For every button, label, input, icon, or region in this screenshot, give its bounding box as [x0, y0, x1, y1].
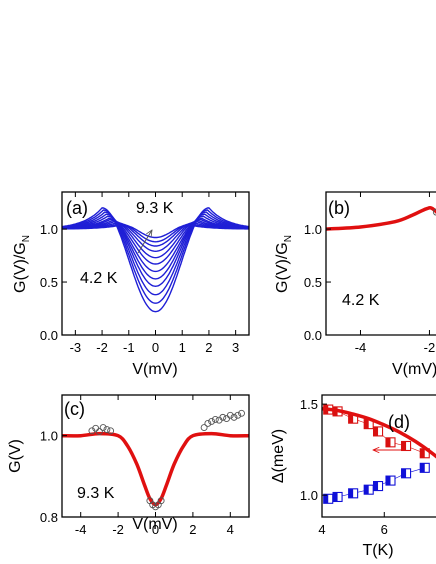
panel-a-arrow: [137, 230, 152, 254]
panel-b-ticks: -4 -2 0.0 0.5 1.0: [304, 192, 435, 355]
panel-b: -4 -2 0.0 0.5 1.0 (b) 4.2 K V(mV) G(V)/GN: [274, 191, 436, 378]
panel-a-curve: [62, 215, 249, 280]
panel-a-ticks: -3 -2 -1 0 1 2 3 0.0 0.5 1.0: [40, 192, 239, 355]
panel-a-xtick-label: -3: [70, 340, 82, 355]
panel-d-ytick-label: 1.0: [300, 488, 318, 503]
panel-b-ytick-label: 0.0: [304, 328, 322, 343]
panel-b-fit-line: [326, 206, 436, 231]
panel-c-data-point: [157, 497, 165, 505]
panel-d-frame: [321, 394, 436, 518]
panel-c-data-point: [238, 409, 245, 417]
panel-b-ytick-label: 0.5: [304, 275, 322, 290]
panel-d-label: (d): [388, 412, 410, 432]
panel-c-data-point: [103, 426, 111, 434]
panel-c-data-point: [234, 411, 242, 419]
panel-c-data-point: [95, 428, 103, 436]
panel-c-data-point: [99, 424, 107, 431]
panel-c-xtick-label: 4: [227, 522, 234, 537]
panel-a-curves: [62, 207, 249, 313]
panel-d-marks: [322, 404, 436, 504]
panel-c-data-point: [211, 415, 219, 423]
panel-c-xtick-label: 2: [189, 522, 196, 537]
panel-c-ytick-label: 0.8: [40, 510, 58, 525]
panel-a-curve: [62, 209, 249, 304]
panel-a-curve: [62, 219, 249, 259]
panel-c-ticks: -4 -2 0 2 4 0.8 1.0: [40, 395, 234, 537]
panel-c-xlabel: V(mV): [132, 516, 177, 533]
panel-c-annotation: 9.3 K: [77, 485, 115, 502]
panel-c-data-point: [230, 413, 238, 421]
panel-a-label: (a): [66, 198, 88, 218]
panel-b-ylabel: G(V)/GN: [274, 235, 294, 293]
panel-d-ylabel: Δ(meV): [270, 429, 287, 483]
panel-b-xtick-label: -2: [424, 340, 436, 355]
panel-a-ylabel: G(V)/GN: [12, 235, 32, 293]
panel-a-curve: [62, 211, 249, 296]
panel-a-xtick-label: 1: [179, 340, 186, 355]
panel-c-ylabel: G(V): [7, 439, 24, 473]
panel-d-square-marker: [385, 437, 396, 448]
panel-c-data-point: [204, 420, 212, 427]
panel-c-data-point: [208, 417, 216, 425]
panel-a-ytick-label: 0.5: [40, 275, 58, 290]
panel-a-xlabel: V(mV): [132, 361, 177, 378]
panel-d-xlabel: T(K): [362, 542, 393, 559]
panel-a-ytick-label: 1.0: [40, 222, 58, 237]
panel-d-square-marker: [363, 484, 374, 495]
panel-b-label: (b): [328, 198, 350, 218]
panel-c-data-point: [200, 424, 208, 431]
panel-c-data-point: [219, 413, 227, 421]
panel-b-xlabel: V(mV): [392, 361, 436, 378]
panel-c-xtick-label: -4: [75, 522, 87, 537]
panel-a-curve: [62, 213, 249, 288]
panel-a-xtick-label: -1: [123, 340, 135, 355]
panel-a-annotation-low: 4.2 K: [80, 270, 118, 287]
panel-b-marks: [326, 206, 436, 231]
panel-a-xtick-label: 3: [232, 340, 239, 355]
panel-c-data-point: [107, 427, 115, 435]
panel-d-square-marker: [372, 480, 384, 492]
panel-a: -3 -2 -1 0 1 2 3 0.0 0.5 1.0 (a) 9.3 K 4.2 K V(mV…: [12, 191, 250, 378]
panel-d-square-marker: [419, 462, 430, 473]
panel-c: -4 -2 0 2 4 0.8 1.0 (c) 9.3 K V(mV) G(V): [7, 394, 250, 537]
panel-d-ytick-label: 1.5: [300, 397, 318, 412]
panel-a-xtick-label: 2: [205, 340, 212, 355]
panel-d-square-marker: [332, 491, 343, 503]
panel-b-data-point: [432, 208, 436, 216]
panel-c-label: (c): [64, 399, 85, 419]
panel-c-data-point: [88, 427, 96, 435]
panel-d-xtick-label: 4: [318, 522, 325, 537]
panel-c-data-point: [226, 411, 234, 419]
panel-d-xtick-label: 6: [381, 522, 388, 537]
panel-a-curve: [62, 218, 249, 265]
panel-b-annotation: 4.2 K: [342, 292, 380, 309]
panel-b-xtick-label: -4: [355, 340, 367, 355]
panel-b-ytick-label: 1.0: [304, 222, 322, 237]
panel-d-square-marker: [401, 440, 412, 452]
panel-c-ytick-label: 1.0: [40, 429, 58, 444]
panel-a-xtick-label: 0: [152, 340, 159, 355]
panel-a-annotation-high: 9.3 K: [136, 200, 174, 217]
panel-d-square-marker: [372, 426, 384, 437]
panel-c-xtick-label: -2: [112, 522, 124, 537]
panel-d-ticks: 4 6 1.0 1.5: [300, 395, 388, 537]
panel-d-square-marker: [401, 468, 412, 479]
panel-a-curve: [62, 224, 249, 239]
panel-a-curve: [62, 217, 249, 273]
panel-d-square-marker: [348, 488, 359, 499]
panel-c-marks: [62, 409, 249, 511]
panel-a-xtick-label: -2: [96, 340, 108, 355]
panel-d-fit-line: [322, 406, 436, 459]
panel-a-ytick-label: 0.0: [40, 328, 58, 343]
panel-c-data-point: [223, 415, 231, 423]
panel-c-xtick-label: 0: [152, 522, 159, 537]
panel-d: 4 6 1.0 1.5 (d) T(K) Δ(meV): [270, 394, 436, 559]
panel-d-square-marker: [385, 475, 396, 486]
panel-b-frame: [325, 191, 436, 336]
panel-a-curve: [62, 207, 249, 313]
